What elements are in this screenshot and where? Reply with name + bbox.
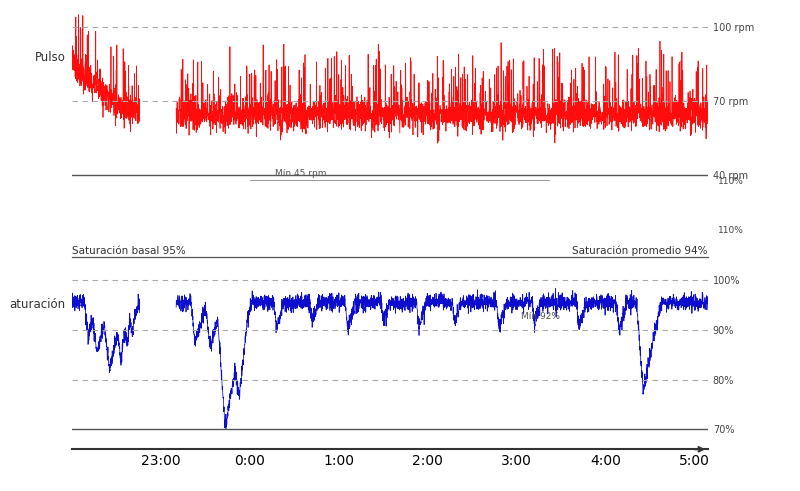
Text: aturación: aturación <box>10 299 66 311</box>
Text: Saturación basal 95%: Saturación basal 95% <box>72 246 186 255</box>
Text: Pulso: Pulso <box>34 52 66 64</box>
Text: 110%: 110% <box>718 226 743 235</box>
Text: Mín 45 rpm: Mín 45 rpm <box>275 168 326 178</box>
Text: 110%: 110% <box>718 177 743 186</box>
Text: Mín 92%: Mín 92% <box>522 312 560 321</box>
Text: Saturación promedio 94%: Saturación promedio 94% <box>573 245 708 255</box>
